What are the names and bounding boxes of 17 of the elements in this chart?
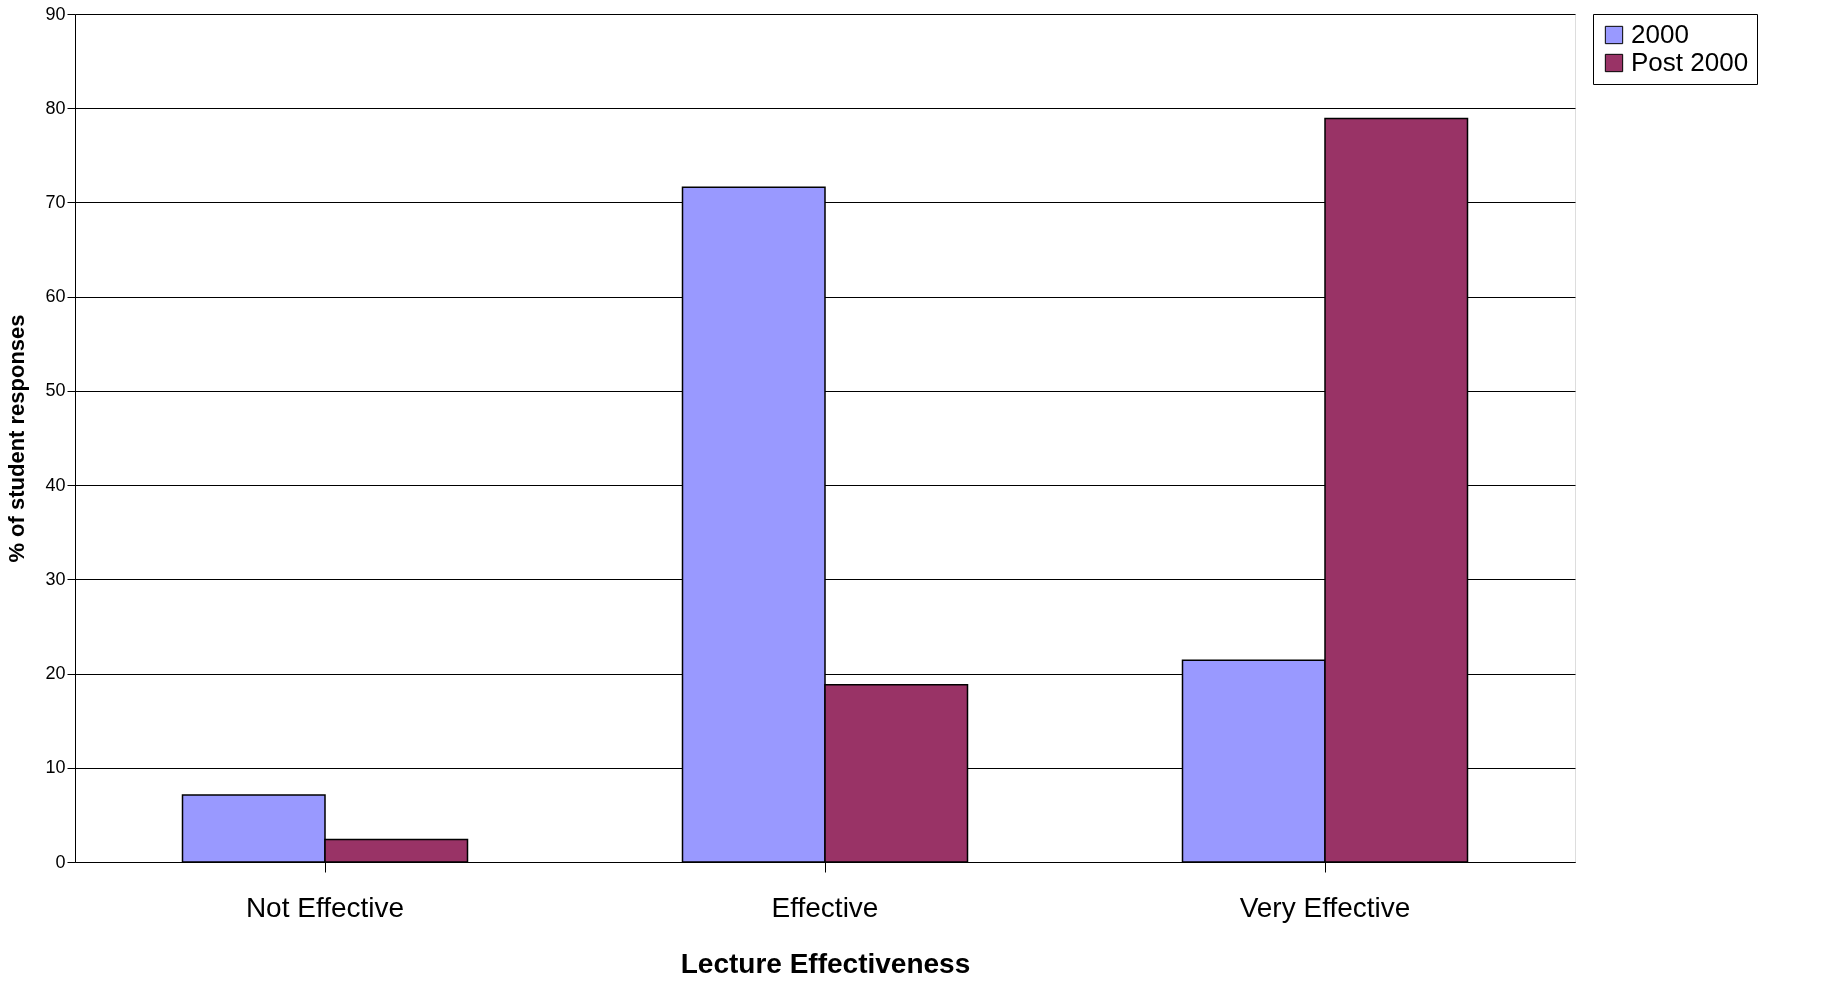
y-tick-label: 80: [45, 97, 66, 118]
y-tick-label: 50: [45, 380, 66, 401]
x-tick-label: Very Effective: [1239, 891, 1411, 923]
y-tick-label: 90: [45, 3, 66, 24]
y-axis-title: % of student responses: [4, 314, 30, 563]
y-tick-label: 70: [45, 191, 66, 212]
legend-label: Post 2000: [1631, 47, 1749, 77]
x-tick-label: Not Effective: [245, 891, 405, 923]
y-tick-label: 20: [45, 663, 66, 684]
y-tick-label: 60: [45, 286, 66, 307]
x-tick-label: Effective: [771, 891, 879, 923]
y-tick-label: 30: [45, 568, 66, 589]
y-tick-label: 10: [45, 757, 66, 778]
x-axis-title: Lecture Effectiveness: [680, 947, 971, 979]
legend-label: 2000: [1631, 19, 1689, 49]
y-tick-label: 0: [55, 851, 66, 872]
y-tick-label: 40: [45, 474, 66, 495]
